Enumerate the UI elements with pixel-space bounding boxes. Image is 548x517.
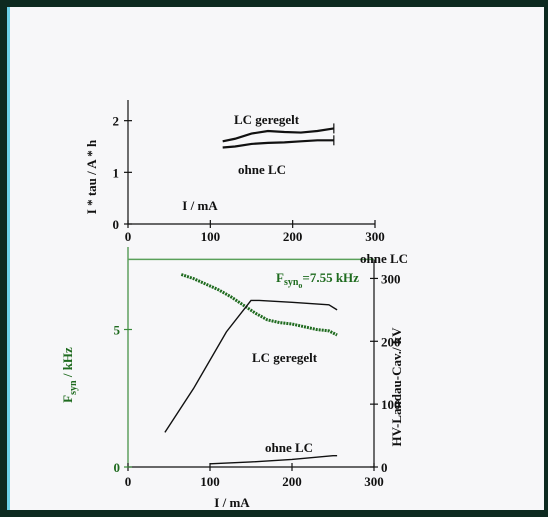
top-chart: 0 100 200 300 0 1 2	[113, 100, 385, 244]
page-sheet: 0 100 200 300 0 1 2 0 100 200 300 0 5 0 100 200 300 I *…	[7, 7, 544, 510]
top-x-tick-label: 100	[201, 229, 221, 244]
hv-curve-ohne-lc	[209, 454, 338, 465]
top-series-line-lc-geregelt	[222, 127, 335, 143]
bottom-series-label-lc-geregelt: LC geregelt	[252, 350, 318, 365]
bottom-x-tick-label: 100	[200, 474, 220, 489]
ref-main: F	[276, 270, 284, 285]
top-y-tick-label: 2	[113, 114, 120, 129]
top-x-tick-label: 300	[365, 229, 385, 244]
hv-curve-lc-geregelt	[164, 299, 338, 433]
top-y-axis-label: I * tau / A * h	[84, 139, 99, 214]
top-series-label-ohne-lc: ohne LC	[238, 162, 286, 177]
top-series-label-lc-geregelt: LC geregelt	[234, 112, 300, 127]
bottom-x-tick-label: 300	[364, 474, 384, 489]
top-x-tick-label: 0	[125, 229, 132, 244]
ref-rest: =7.55 kHz	[302, 270, 359, 285]
bottom-right-y-tick-label: 100	[381, 397, 401, 412]
bottom-x-tick-label: 0	[125, 474, 132, 489]
top-y-tick-label: 0	[113, 217, 120, 232]
bottom-left-y-axis-label: Fsyn / kHz	[60, 347, 79, 403]
bottom-left-y-tick-label: 0	[114, 460, 121, 475]
ref-sub2: o	[298, 281, 302, 290]
bottom-right-y-tick-label: 200	[381, 334, 401, 349]
top-y-tick-label: 1	[113, 165, 120, 180]
reference-line-label-ohne-lc: ohne LC	[360, 251, 408, 266]
ref-sub: syn	[284, 277, 299, 288]
top-x-axis-label: I / mA	[182, 198, 218, 213]
bottom-series-label-ohne-lc: ohne LC	[265, 440, 313, 455]
bottom-x-tick-label: 200	[282, 474, 302, 489]
ylabel-sub: syn	[68, 380, 79, 395]
bottom-right-y-tick-label: 300	[381, 271, 401, 286]
bottom-left-y-tick-label: 5	[114, 323, 121, 338]
fsyn-curve	[180, 273, 338, 337]
ylabel-main: F	[60, 395, 75, 403]
bottom-right-y-tick-label: 0	[381, 460, 388, 475]
top-series-line-ohne-lc	[222, 139, 334, 149]
bottom-right-y-axis-label: HV-Landau-Cav./ kV	[389, 327, 404, 447]
ylabel-unit: / kHz	[60, 347, 75, 380]
top-x-tick-label: 200	[283, 229, 303, 244]
reference-value-label: Fsyno=7.55 kHz	[276, 270, 359, 290]
bottom-x-axis-label: I / mA	[214, 495, 250, 510]
